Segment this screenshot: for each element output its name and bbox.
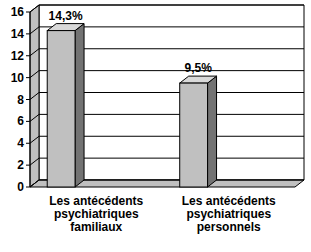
tick-mark [26,77,30,78]
tick-label: 16 [11,5,25,19]
category-line: familiaux [70,220,122,234]
category-line: psychiatriques [186,207,271,221]
category-label: Les antécédentspsychiatriquesfamiliaux [49,194,143,234]
data-label: 14,3% [49,9,83,23]
data-label: 9,5% [184,61,212,75]
tick-label: 6 [17,114,24,128]
bar-front [47,31,75,187]
category-line: Les antécédents [49,194,143,208]
chart: 024681012141614,3%Les antécédentspsychia… [0,0,311,252]
category-line: psychiatriques [54,207,139,221]
tick-mark [26,165,30,166]
bar [180,76,217,187]
bar-side [75,24,84,187]
bar [47,24,84,187]
tick-mark [26,55,30,56]
bar-top [180,76,217,83]
tick-mark [26,33,30,34]
tick-label: 14 [11,27,25,41]
category-label: Les antécédentspsychiatriquespersonnels [182,194,276,234]
tick-label: 4 [17,136,24,150]
category-line: personnels [197,220,261,234]
tick-mark [26,187,30,188]
tick-label: 8 [17,93,24,107]
tick-label: 10 [11,71,25,85]
bar-side [208,76,217,187]
tick-mark [26,143,30,144]
bar-front [180,83,208,187]
tick-mark [26,99,30,100]
tick-label: 12 [11,49,25,63]
bars [47,24,216,187]
tick-mark [26,121,30,122]
tick-label: 0 [17,180,24,194]
category-line: Les antécédents [182,194,276,208]
bar-top [47,24,84,31]
tick-label: 2 [17,158,24,172]
y-axis [30,12,31,187]
tick-mark [26,12,30,13]
